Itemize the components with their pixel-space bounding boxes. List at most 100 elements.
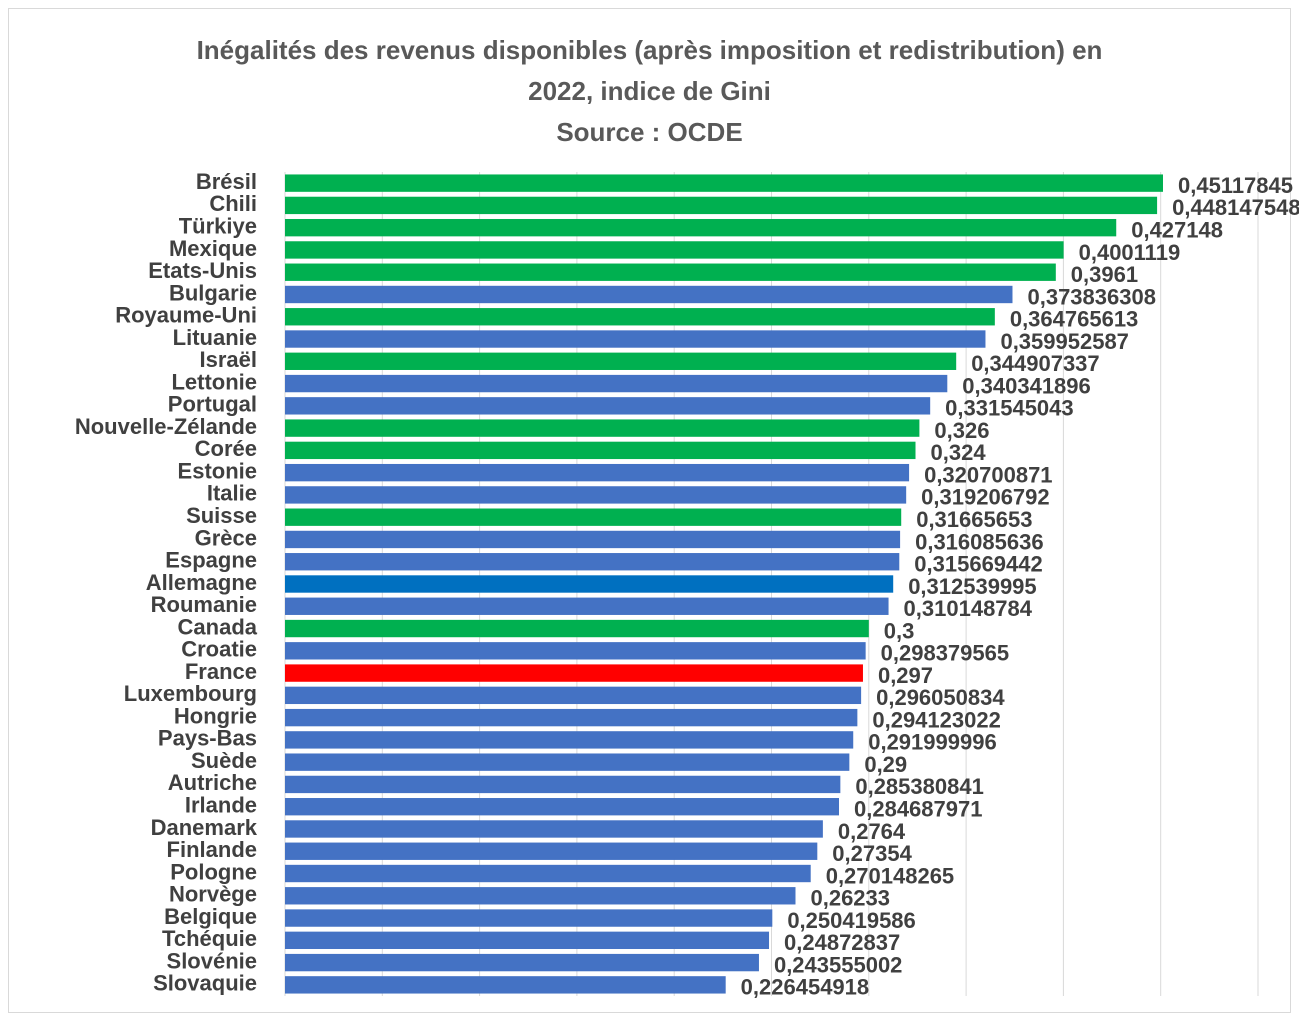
category-label: Royaume-Uni [115, 303, 257, 328]
category-labels: BrésilChiliTürkiyeMexiqueEtats-UnisBulga… [75, 169, 258, 996]
category-label: Suisse [186, 503, 257, 528]
bar [285, 374, 948, 393]
bar [285, 931, 770, 950]
bar [285, 397, 931, 415]
bar [285, 753, 850, 771]
bar [285, 241, 1064, 259]
bar [285, 731, 854, 749]
data-label: 0,31665653 [916, 507, 1032, 532]
data-label: 0,324 [931, 440, 987, 465]
category-label: Corée [195, 436, 257, 461]
data-label: 0,24872837 [784, 930, 900, 955]
bar [285, 619, 869, 638]
category-label: Hongrie [174, 703, 257, 728]
data-label: 0,320700871 [924, 462, 1052, 487]
bar [285, 953, 759, 972]
data-label: 0,284687971 [854, 797, 982, 822]
bar [285, 308, 995, 326]
data-label: 0,27354 [832, 841, 912, 866]
category-label: Roumanie [151, 592, 257, 617]
data-label: 0,373836308 [1027, 284, 1155, 309]
data-label: 0,344907337 [971, 351, 1099, 376]
bar [285, 441, 916, 460]
bar [285, 463, 910, 482]
bar [285, 263, 1056, 281]
bar [285, 686, 862, 705]
data-label: 0,3961 [1071, 262, 1138, 287]
bar [285, 820, 823, 838]
data-label: 0,448147548 [1172, 195, 1299, 220]
category-label: Espagne [165, 548, 257, 573]
bar [285, 419, 920, 437]
data-label: 0,331545043 [945, 396, 1073, 421]
bar [285, 842, 818, 860]
category-label: Lettonie [171, 369, 257, 394]
bar [285, 708, 858, 727]
category-label: Grèce [195, 525, 257, 550]
data-label: 0,315669442 [914, 552, 1042, 577]
bar [285, 486, 907, 504]
data-label: 0,359952587 [1000, 329, 1128, 354]
data-label: 0,3 [884, 618, 915, 643]
category-label: France [185, 659, 257, 684]
chart-title-line-1: Inégalités des revenus disponibles (aprè… [196, 35, 1103, 65]
category-label: Croatie [181, 637, 257, 662]
data-label: 0,26233 [810, 886, 890, 911]
bar [285, 285, 1013, 304]
category-label: Luxembourg [124, 681, 257, 706]
category-label: Israël [200, 347, 258, 372]
data-label: 0,364765613 [1010, 307, 1138, 332]
category-label: Lituanie [173, 325, 257, 350]
bar [285, 909, 773, 927]
category-label: Etats-Unis [148, 258, 257, 283]
chart-title-line-3: Source : OCDE [556, 117, 743, 147]
data-label: 0,298379565 [881, 641, 1009, 666]
category-label: Mexique [169, 236, 257, 261]
data-label: 0,316085636 [915, 529, 1043, 554]
category-label: Portugal [168, 392, 257, 417]
chart-title: Inégalités des revenus disponibles (aprè… [0, 30, 1299, 153]
data-label: 0,291999996 [868, 730, 996, 755]
category-label: Pologne [170, 859, 257, 884]
data-label: 0,319206792 [921, 485, 1049, 510]
category-label: Slovaquie [153, 971, 257, 996]
category-label: Tchéquie [162, 926, 257, 951]
category-label: Bulgarie [169, 280, 257, 305]
data-label: 0,250419586 [787, 908, 915, 933]
category-label: Norvège [169, 882, 257, 907]
data-label: 0,296050834 [876, 685, 1005, 710]
data-label: 0,326 [934, 418, 989, 443]
data-label: 0,294123022 [872, 707, 1000, 732]
category-label: Türkiye [179, 213, 257, 238]
bar [285, 642, 866, 660]
bars [285, 174, 1163, 994]
bar [285, 664, 863, 682]
bar [285, 553, 900, 571]
data-label: 0,297 [878, 663, 933, 688]
bar [285, 352, 957, 370]
bar [285, 508, 902, 526]
data-label: 0,226454918 [741, 975, 869, 1000]
category-label: Chili [209, 191, 257, 216]
chart-title-line-2: 2022, indice de Gini [528, 76, 771, 106]
category-label: Belgique [164, 904, 257, 929]
category-label: Brésil [196, 169, 257, 194]
bar [285, 575, 894, 593]
data-label: 0,45117845 [1178, 173, 1293, 198]
bar [285, 196, 1158, 215]
data-label: 0,29 [864, 752, 907, 777]
category-label: Estonie [178, 458, 257, 483]
value-labels: 0,451178450,4481475480,4271480,40011190,… [741, 173, 1299, 1000]
category-label: Irlande [185, 793, 257, 818]
category-label: Allemagne [146, 570, 257, 595]
data-label: 0,285380841 [855, 774, 983, 799]
bar [285, 775, 841, 794]
bar [285, 976, 726, 994]
category-label: Pays-Bas [158, 726, 257, 751]
category-label: Canada [178, 614, 258, 639]
category-label: Italie [207, 481, 257, 506]
data-label: 0,2764 [838, 819, 906, 844]
data-label: 0,312539995 [908, 574, 1036, 599]
data-label: 0,340341896 [962, 373, 1090, 398]
category-label: Danemark [151, 815, 258, 840]
